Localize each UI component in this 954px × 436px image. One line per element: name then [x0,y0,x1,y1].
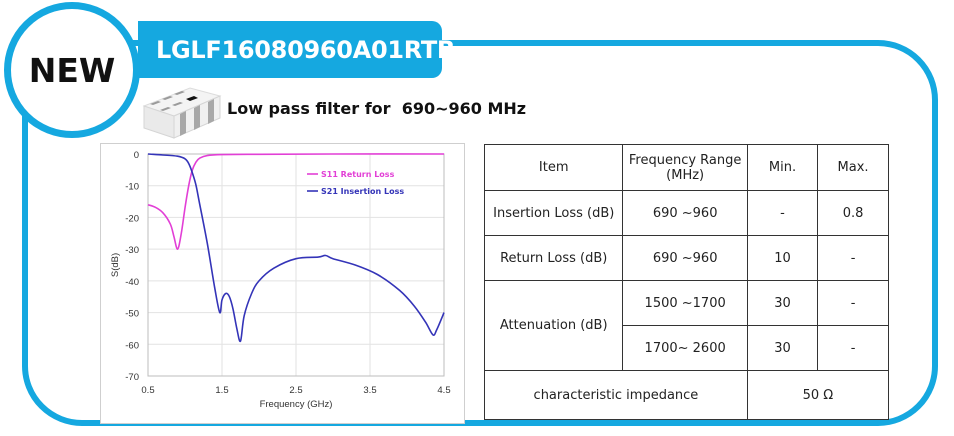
cell-item: Insertion Loss (dB) [483,190,624,236]
y-axis-label: S(dB) [110,253,121,277]
y-tick-label: -40 [125,277,139,288]
cell-item: Attenuation (dB) [483,280,624,371]
header-frequency-range: Frequency Range (MHz) [622,144,748,191]
x-tick-label: 1.5 [215,385,228,396]
legend-label: S21 Insertion Loss [321,187,404,196]
table-row: Insertion Loss (dB) 690 ~960 - 0.8 [483,190,889,236]
x-axis-label: Frequency (GHz) [260,399,333,410]
y-tick-label: 0 [134,150,139,161]
table-row: 1700~ 2600 30 - [485,325,889,371]
cell-range: 1500 ~1700 [622,280,748,326]
table-header-row: Item Frequency Range (MHz) Min. Max. [483,144,889,191]
y-tick-label: -70 [125,372,139,383]
cell-max: 0.8 [817,190,889,236]
y-tick-label: -10 [125,182,139,193]
cell-min: 30 [746,280,819,326]
header-item: Item [483,144,624,191]
content-frame [22,40,938,426]
cell-range: 690 ~960 [622,235,748,281]
smd-chip-component-icon [142,87,222,139]
s-parameter-chart: 0 -10 -20 -30 -40 -50 -60 -70 0.5 1.5 2.5 3.5 4.5 Fre… [100,143,465,424]
cell-min: - [746,190,819,236]
part-number: LGLF16080960A01RTB [156,35,455,64]
table-row: Return Loss (dB) 690 ~960 10 - [483,235,889,281]
cell-item: Return Loss (dB) [483,235,624,281]
x-tick-label: 2.5 [289,385,302,396]
table-row: Attenuation (dB) 1500 ~1700 30 - [483,280,889,371]
part-number-banner: LGLF16080960A01RTB [138,21,455,78]
y-tick-label: -30 [125,245,139,256]
header-min: Min. [746,144,819,191]
x-tick-label: 3.5 [363,385,376,396]
x-tick-label: 4.5 [437,385,450,396]
s11-return-loss-line [147,153,445,250]
chart-canvas: 0 -10 -20 -30 -40 -50 -60 -700.5 1.5 2.5 3.5 4.5 Fre… [110,150,451,410]
legend-label: S11 Return Loss [321,170,395,179]
x-tick-label: 0.5 [141,385,154,396]
cell-min: 30 [746,325,819,371]
y-tick-label: -60 [125,340,139,351]
s21-insertion-loss-line [147,153,445,343]
cell-max: - [817,325,889,371]
new-badge: NEW [4,2,140,138]
cell-range: 690 ~960 [622,190,748,236]
cell-max: - [817,235,889,281]
y-tick-label: -20 [125,213,139,224]
header-max: Max. [817,144,889,191]
cell-range: 1700~ 2600 [622,325,748,371]
cell-max: - [817,280,889,326]
cell-min: 10 [746,235,819,281]
table-row-impedance: characteristic impedance 50 Ω [484,370,890,420]
new-badge-label: NEW [28,50,116,90]
cell-impedance-label: characteristic impedance [484,370,748,420]
spec-table: Item Frequency Range (MHz) Min. Max. Ins… [483,144,890,420]
product-description: Low pass filter for 690~960 MHz [227,99,527,118]
y-tick-label: -50 [125,309,139,320]
cell-impedance-value: 50 Ω [746,370,890,420]
